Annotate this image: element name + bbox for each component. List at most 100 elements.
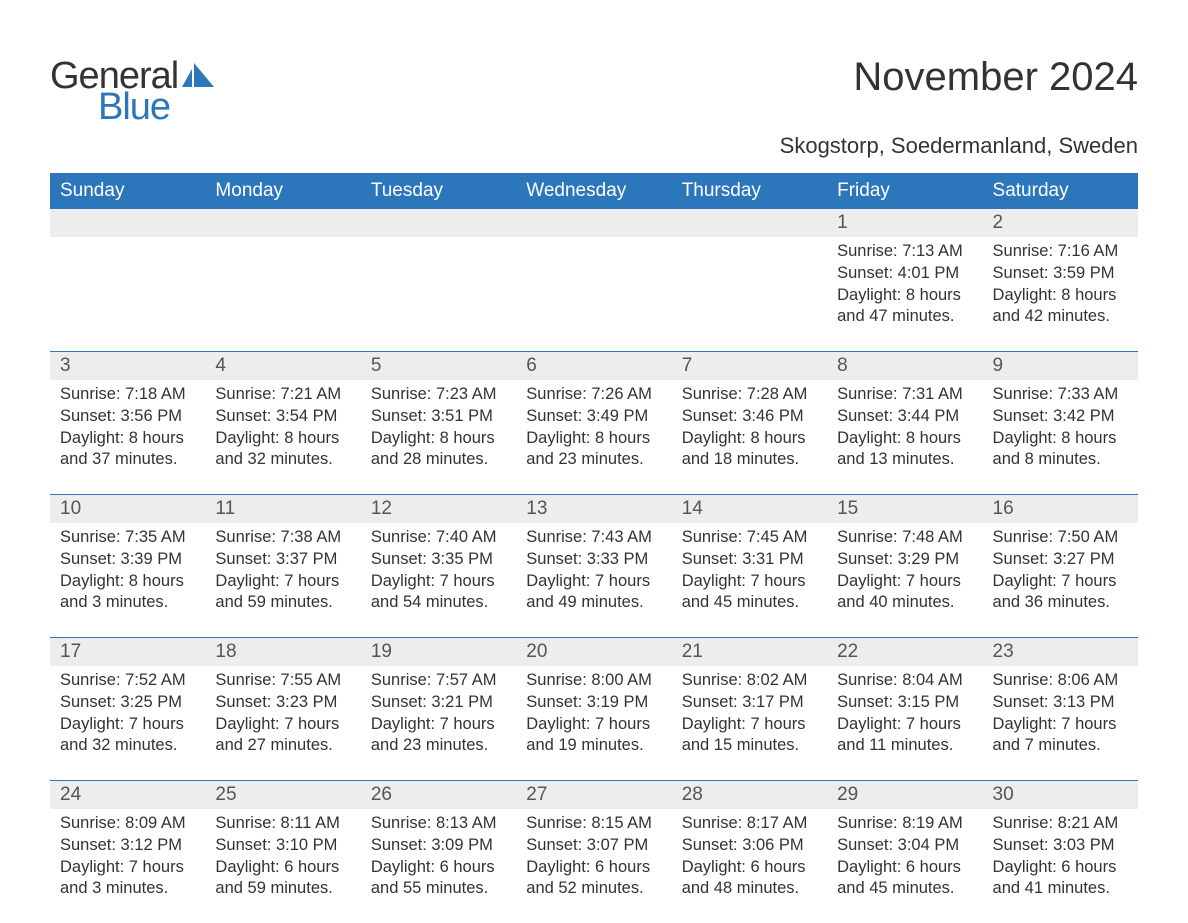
day-cell: 30Sunrise: 8:21 AMSunset: 3:03 PMDayligh… — [983, 781, 1138, 923]
sunrise-text: Sunrise: 7:16 AM — [993, 241, 1128, 263]
daylight-line2: and 45 minutes. — [682, 592, 817, 614]
sunset-text: Sunset: 3:27 PM — [993, 549, 1128, 571]
sunrise-text: Sunrise: 7:40 AM — [371, 527, 506, 549]
day-number: 18 — [205, 638, 360, 666]
sunset-text: Sunset: 3:23 PM — [215, 692, 350, 714]
day-info: Sunrise: 8:19 AMSunset: 3:04 PMDaylight:… — [827, 809, 982, 908]
daylight-line2: and 36 minutes. — [993, 592, 1128, 614]
day-info: Sunrise: 8:04 AMSunset: 3:15 PMDaylight:… — [827, 666, 982, 765]
logo-text-blue: Blue — [98, 86, 178, 129]
day-cell: 5Sunrise: 7:23 AMSunset: 3:51 PMDaylight… — [361, 352, 516, 494]
daylight-line2: and 49 minutes. — [526, 592, 661, 614]
sunrise-text: Sunrise: 7:35 AM — [60, 527, 195, 549]
sunrise-text: Sunrise: 7:21 AM — [215, 384, 350, 406]
sunset-text: Sunset: 3:44 PM — [837, 406, 972, 428]
day-number: 19 — [361, 638, 516, 666]
daylight-line1: Daylight: 7 hours — [682, 571, 817, 593]
day-info: Sunrise: 7:38 AMSunset: 3:37 PMDaylight:… — [205, 523, 360, 622]
day-number: 8 — [827, 352, 982, 380]
sunrise-text: Sunrise: 7:26 AM — [526, 384, 661, 406]
sunrise-text: Sunrise: 8:11 AM — [215, 813, 350, 835]
daylight-line1: Daylight: 6 hours — [371, 857, 506, 879]
day-cell: 29Sunrise: 8:19 AMSunset: 3:04 PMDayligh… — [827, 781, 982, 923]
daylight-line2: and 40 minutes. — [837, 592, 972, 614]
day-cell — [516, 209, 671, 351]
day-cell — [672, 209, 827, 351]
sunset-text: Sunset: 3:51 PM — [371, 406, 506, 428]
sunset-text: Sunset: 3:19 PM — [526, 692, 661, 714]
sunrise-text: Sunrise: 7:43 AM — [526, 527, 661, 549]
day-cell: 24Sunrise: 8:09 AMSunset: 3:12 PMDayligh… — [50, 781, 205, 923]
day-cell: 28Sunrise: 8:17 AMSunset: 3:06 PMDayligh… — [672, 781, 827, 923]
day-number: 20 — [516, 638, 671, 666]
day-info: Sunrise: 7:26 AMSunset: 3:49 PMDaylight:… — [516, 380, 671, 479]
sunset-text: Sunset: 3:04 PM — [837, 835, 972, 857]
day-cell: 20Sunrise: 8:00 AMSunset: 3:19 PMDayligh… — [516, 638, 671, 780]
day-number: 13 — [516, 495, 671, 523]
sunset-text: Sunset: 3:37 PM — [215, 549, 350, 571]
sunrise-text: Sunrise: 8:13 AM — [371, 813, 506, 835]
day-cell: 9Sunrise: 7:33 AMSunset: 3:42 PMDaylight… — [983, 352, 1138, 494]
daylight-line1: Daylight: 7 hours — [215, 571, 350, 593]
sunset-text: Sunset: 3:31 PM — [682, 549, 817, 571]
day-info: Sunrise: 8:13 AMSunset: 3:09 PMDaylight:… — [361, 809, 516, 908]
sunrise-text: Sunrise: 8:09 AM — [60, 813, 195, 835]
daylight-line1: Daylight: 6 hours — [526, 857, 661, 879]
sunrise-text: Sunrise: 8:19 AM — [837, 813, 972, 835]
day-cell: 1Sunrise: 7:13 AMSunset: 4:01 PMDaylight… — [827, 209, 982, 351]
day-cell: 11Sunrise: 7:38 AMSunset: 3:37 PMDayligh… — [205, 495, 360, 637]
week-row: 17Sunrise: 7:52 AMSunset: 3:25 PMDayligh… — [50, 637, 1138, 780]
sunset-text: Sunset: 3:13 PM — [993, 692, 1128, 714]
daylight-line2: and 42 minutes. — [993, 306, 1128, 328]
sunset-text: Sunset: 3:54 PM — [215, 406, 350, 428]
day-info: Sunrise: 7:23 AMSunset: 3:51 PMDaylight:… — [361, 380, 516, 479]
sunrise-text: Sunrise: 8:17 AM — [682, 813, 817, 835]
day-info: Sunrise: 8:21 AMSunset: 3:03 PMDaylight:… — [983, 809, 1138, 908]
day-number: 26 — [361, 781, 516, 809]
sunrise-text: Sunrise: 8:02 AM — [682, 670, 817, 692]
sunrise-text: Sunrise: 7:28 AM — [682, 384, 817, 406]
day-cell: 23Sunrise: 8:06 AMSunset: 3:13 PMDayligh… — [983, 638, 1138, 780]
sunset-text: Sunset: 3:33 PM — [526, 549, 661, 571]
header: General Blue November 2024 — [50, 55, 1138, 129]
sunset-text: Sunset: 3:59 PM — [993, 263, 1128, 285]
sunset-text: Sunset: 3:15 PM — [837, 692, 972, 714]
daylight-line2: and 11 minutes. — [837, 735, 972, 757]
day-cell — [205, 209, 360, 351]
daylight-line1: Daylight: 7 hours — [682, 714, 817, 736]
day-number: 23 — [983, 638, 1138, 666]
day-number: 22 — [827, 638, 982, 666]
sunset-text: Sunset: 3:39 PM — [60, 549, 195, 571]
day-number: 16 — [983, 495, 1138, 523]
sunrise-text: Sunrise: 8:21 AM — [993, 813, 1128, 835]
daylight-line1: Daylight: 7 hours — [371, 571, 506, 593]
day-number — [205, 209, 360, 237]
dow-wednesday: Wednesday — [516, 173, 671, 209]
day-cell — [50, 209, 205, 351]
daylight-line1: Daylight: 7 hours — [215, 714, 350, 736]
day-info: Sunrise: 8:00 AMSunset: 3:19 PMDaylight:… — [516, 666, 671, 765]
daylight-line2: and 27 minutes. — [215, 735, 350, 757]
day-cell: 26Sunrise: 8:13 AMSunset: 3:09 PMDayligh… — [361, 781, 516, 923]
daylight-line2: and 7 minutes. — [993, 735, 1128, 757]
daylight-line2: and 15 minutes. — [682, 735, 817, 757]
day-cell: 22Sunrise: 8:04 AMSunset: 3:15 PMDayligh… — [827, 638, 982, 780]
daylight-line1: Daylight: 8 hours — [371, 428, 506, 450]
sunset-text: Sunset: 3:07 PM — [526, 835, 661, 857]
day-info: Sunrise: 7:57 AMSunset: 3:21 PMDaylight:… — [361, 666, 516, 765]
day-info: Sunrise: 7:43 AMSunset: 3:33 PMDaylight:… — [516, 523, 671, 622]
day-number: 11 — [205, 495, 360, 523]
day-cell: 2Sunrise: 7:16 AMSunset: 3:59 PMDaylight… — [983, 209, 1138, 351]
daylight-line2: and 32 minutes. — [60, 735, 195, 757]
daylight-line1: Daylight: 8 hours — [215, 428, 350, 450]
day-cell: 25Sunrise: 8:11 AMSunset: 3:10 PMDayligh… — [205, 781, 360, 923]
day-info: Sunrise: 7:48 AMSunset: 3:29 PMDaylight:… — [827, 523, 982, 622]
daylight-line2: and 8 minutes. — [993, 449, 1128, 471]
day-info: Sunrise: 8:06 AMSunset: 3:13 PMDaylight:… — [983, 666, 1138, 765]
day-of-week-header: Sunday Monday Tuesday Wednesday Thursday… — [50, 173, 1138, 209]
sunset-text: Sunset: 3:21 PM — [371, 692, 506, 714]
daylight-line1: Daylight: 8 hours — [993, 428, 1128, 450]
day-info: Sunrise: 7:18 AMSunset: 3:56 PMDaylight:… — [50, 380, 205, 479]
day-number: 28 — [672, 781, 827, 809]
page-title: November 2024 — [853, 55, 1138, 100]
